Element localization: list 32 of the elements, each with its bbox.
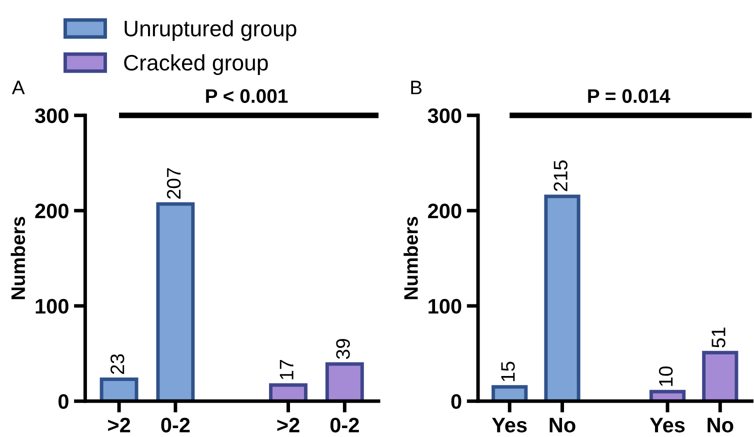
x-tick-label: >2 [277,418,300,432]
data-label: 17 [280,360,294,380]
x-tick-label: No [708,418,734,432]
y-tick-label: 200 [428,204,462,218]
x-tick-label: >2 [108,418,130,432]
data-label: 23 [110,354,124,374]
y-axis-title: Numbers [404,216,418,300]
legend-label: Cracked group [124,54,268,75]
data-label: 215 [554,160,568,192]
x-tick-label: 0-2 [161,418,190,432]
x-tick-label: 0-2 [330,418,359,432]
data-label: 15 [501,362,515,382]
text: P < 0.001 [206,89,288,103]
y-tick-label: 300 [428,108,462,124]
data-label: 39 [336,339,350,359]
data-label: 10 [658,366,673,386]
y-tick-label: 100 [36,298,68,314]
y-axis-title: Numbers [10,216,26,300]
data-label: 51 [712,328,726,348]
data-label: 207 [166,168,181,199]
y-tick-label: 300 [34,108,68,124]
y-tick-label: 0 [58,394,68,409]
x-tick-label: Yes [650,418,685,432]
x-tick-label: No [550,418,576,432]
y-tick-label: 200 [35,204,68,218]
x-tick-label: Yes [492,418,527,432]
y-tick-label: 100 [428,298,462,314]
text: P = 0.014 [588,89,670,103]
chart-title: B [411,80,422,94]
y-tick-label: 0 [451,394,462,409]
chart-title: A [12,80,25,94]
legend-label: Unruptured group [124,20,296,41]
